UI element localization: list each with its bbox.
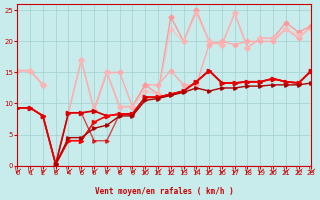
X-axis label: Vent moyen/en rafales ( km/h ): Vent moyen/en rafales ( km/h ) [95, 187, 234, 196]
